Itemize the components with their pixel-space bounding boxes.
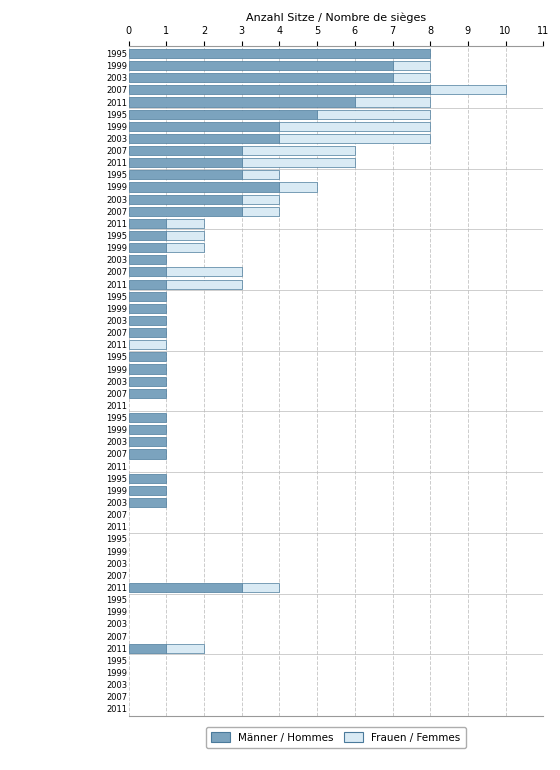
Bar [129, 109, 317, 119]
Bar [129, 219, 166, 228]
Bar [129, 474, 166, 483]
Bar [242, 146, 355, 155]
Bar [393, 73, 430, 82]
Bar [279, 134, 430, 143]
Bar [129, 377, 166, 386]
Bar [129, 170, 242, 179]
Bar [242, 206, 279, 216]
Bar [129, 243, 166, 253]
Bar [129, 158, 242, 167]
Bar [129, 182, 279, 192]
Bar [129, 425, 166, 434]
Bar [129, 498, 166, 507]
Bar [393, 61, 430, 70]
Bar [242, 583, 279, 592]
X-axis label: Anzahl Sitze / Nombre de sièges: Anzahl Sitze / Nombre de sièges [246, 12, 426, 23]
Bar [129, 413, 166, 422]
Bar [242, 158, 355, 167]
Bar [430, 85, 506, 95]
Bar [166, 280, 242, 289]
Bar [129, 340, 166, 350]
Bar [129, 389, 166, 398]
Bar [129, 328, 166, 337]
Bar [166, 267, 242, 276]
Bar [129, 49, 430, 58]
Bar [166, 219, 204, 228]
Bar [129, 73, 393, 82]
Bar [129, 85, 430, 95]
Bar [129, 364, 166, 373]
Bar [129, 644, 166, 653]
Bar [129, 98, 355, 106]
Bar [129, 280, 166, 289]
Bar [166, 243, 204, 253]
Bar [355, 98, 430, 106]
Bar [129, 231, 166, 240]
Bar [129, 583, 242, 592]
Bar [129, 134, 279, 143]
Legend: Männer / Hommes, Frauen / Femmes: Männer / Hommes, Frauen / Femmes [206, 727, 466, 748]
Bar [129, 353, 166, 361]
Bar [129, 304, 166, 313]
Bar [129, 206, 242, 216]
Bar [166, 644, 204, 653]
Bar [242, 170, 279, 179]
Bar [129, 450, 166, 458]
Bar [166, 231, 204, 240]
Bar [129, 437, 166, 447]
Bar [129, 195, 242, 203]
Bar [129, 146, 242, 155]
Bar [129, 316, 166, 325]
Bar [129, 292, 166, 301]
Bar [317, 109, 430, 119]
Bar [129, 486, 166, 495]
Bar [129, 61, 393, 70]
Bar [279, 122, 430, 131]
Bar [129, 267, 166, 276]
Bar [129, 255, 166, 264]
Bar [129, 122, 279, 131]
Bar [279, 182, 317, 192]
Bar [242, 195, 279, 203]
